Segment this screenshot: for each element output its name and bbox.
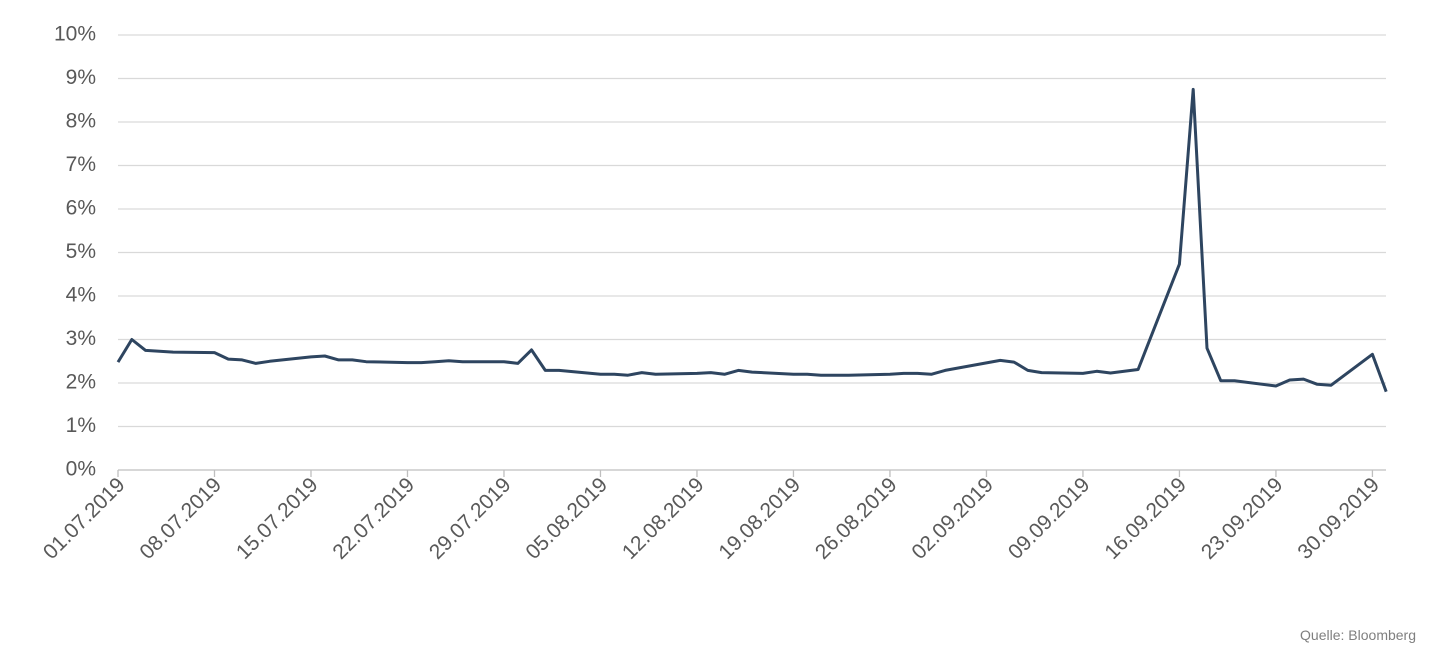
- y-tick-label: 10%: [54, 23, 96, 46]
- source: Quelle: Bloomberg: [1300, 627, 1416, 643]
- y-tick-label: 9%: [66, 66, 96, 89]
- x-tick-label: 30.09.2019: [1293, 473, 1384, 564]
- y-tick-label: 1%: [66, 414, 96, 437]
- x-tick-label: 01.07.2019: [39, 473, 130, 564]
- x-tick-label: 23.09.2019: [1197, 473, 1288, 564]
- y-tick-label: 5%: [66, 240, 96, 263]
- x-tick-label: 02.09.2019: [907, 473, 998, 564]
- y-tick-label: 2%: [66, 371, 96, 394]
- line: [116, 87, 1388, 393]
- x-tick-label: 19.08.2019: [714, 473, 805, 564]
- x-tick-label: 22.07.2019: [328, 473, 419, 564]
- y-tick-label: 3%: [66, 327, 96, 350]
- x-tick-label: 12.08.2019: [618, 473, 709, 564]
- y-tick-label: 8%: [66, 110, 96, 133]
- x-tick-label: 05.08.2019: [521, 473, 612, 564]
- y-tick-label: 4%: [66, 284, 96, 307]
- y-tick-label: 0%: [66, 458, 96, 481]
- y-tick-label: 6%: [66, 197, 96, 220]
- x-tick-label: 15.07.2019: [232, 473, 323, 564]
- x-tick-label: 09.09.2019: [1004, 473, 1095, 564]
- y-tick-label: 7%: [66, 153, 96, 176]
- x-tick-label: 08.07.2019: [135, 473, 226, 564]
- x-tick-label: 16.09.2019: [1100, 473, 1191, 564]
- x-tick-label: 26.08.2019: [811, 473, 902, 564]
- x-tick-label: 29.07.2019: [425, 473, 516, 564]
